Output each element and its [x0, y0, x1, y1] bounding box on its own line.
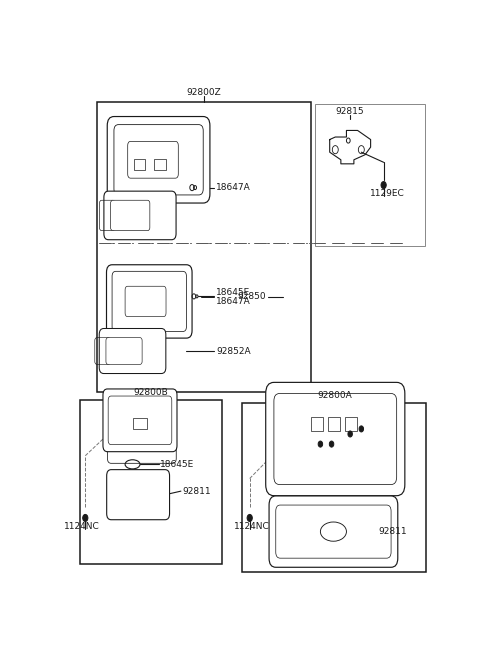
- Circle shape: [381, 181, 386, 189]
- Bar: [242, 403, 426, 572]
- Circle shape: [348, 431, 352, 437]
- FancyBboxPatch shape: [107, 265, 192, 338]
- Circle shape: [83, 514, 88, 522]
- Text: 1129EC: 1129EC: [370, 189, 404, 198]
- Text: 18645E: 18645E: [160, 460, 194, 469]
- FancyBboxPatch shape: [107, 116, 210, 203]
- Circle shape: [359, 426, 363, 432]
- FancyBboxPatch shape: [108, 418, 176, 463]
- Bar: [311, 417, 324, 432]
- Bar: [133, 159, 145, 170]
- Bar: [328, 417, 340, 432]
- FancyBboxPatch shape: [104, 191, 176, 240]
- Text: 18647A: 18647A: [216, 183, 251, 192]
- Text: 18645E: 18645E: [216, 288, 251, 297]
- Bar: [132, 418, 147, 429]
- FancyBboxPatch shape: [99, 328, 166, 374]
- Text: 18647A: 18647A: [216, 297, 251, 306]
- FancyBboxPatch shape: [266, 382, 405, 495]
- Bar: [155, 159, 166, 170]
- Circle shape: [247, 514, 252, 522]
- Bar: [315, 104, 425, 246]
- Bar: [97, 102, 311, 392]
- Text: 92800B: 92800B: [134, 388, 168, 397]
- Text: 92800Z: 92800Z: [187, 88, 222, 97]
- FancyBboxPatch shape: [269, 496, 398, 567]
- Text: 92850: 92850: [238, 292, 266, 302]
- FancyBboxPatch shape: [110, 200, 150, 231]
- Circle shape: [318, 441, 323, 447]
- FancyBboxPatch shape: [106, 338, 142, 365]
- Bar: [81, 400, 222, 564]
- Circle shape: [329, 441, 334, 447]
- Text: 92815: 92815: [336, 107, 364, 116]
- Text: 92852A: 92852A: [216, 346, 251, 355]
- Text: 92811: 92811: [182, 487, 211, 495]
- Text: 1124NC: 1124NC: [64, 522, 99, 531]
- FancyBboxPatch shape: [107, 470, 169, 520]
- FancyBboxPatch shape: [103, 389, 177, 451]
- Text: 92800A: 92800A: [317, 390, 352, 399]
- Text: 92811: 92811: [378, 527, 407, 536]
- Text: 1124NC: 1124NC: [234, 522, 270, 531]
- Bar: [345, 417, 357, 432]
